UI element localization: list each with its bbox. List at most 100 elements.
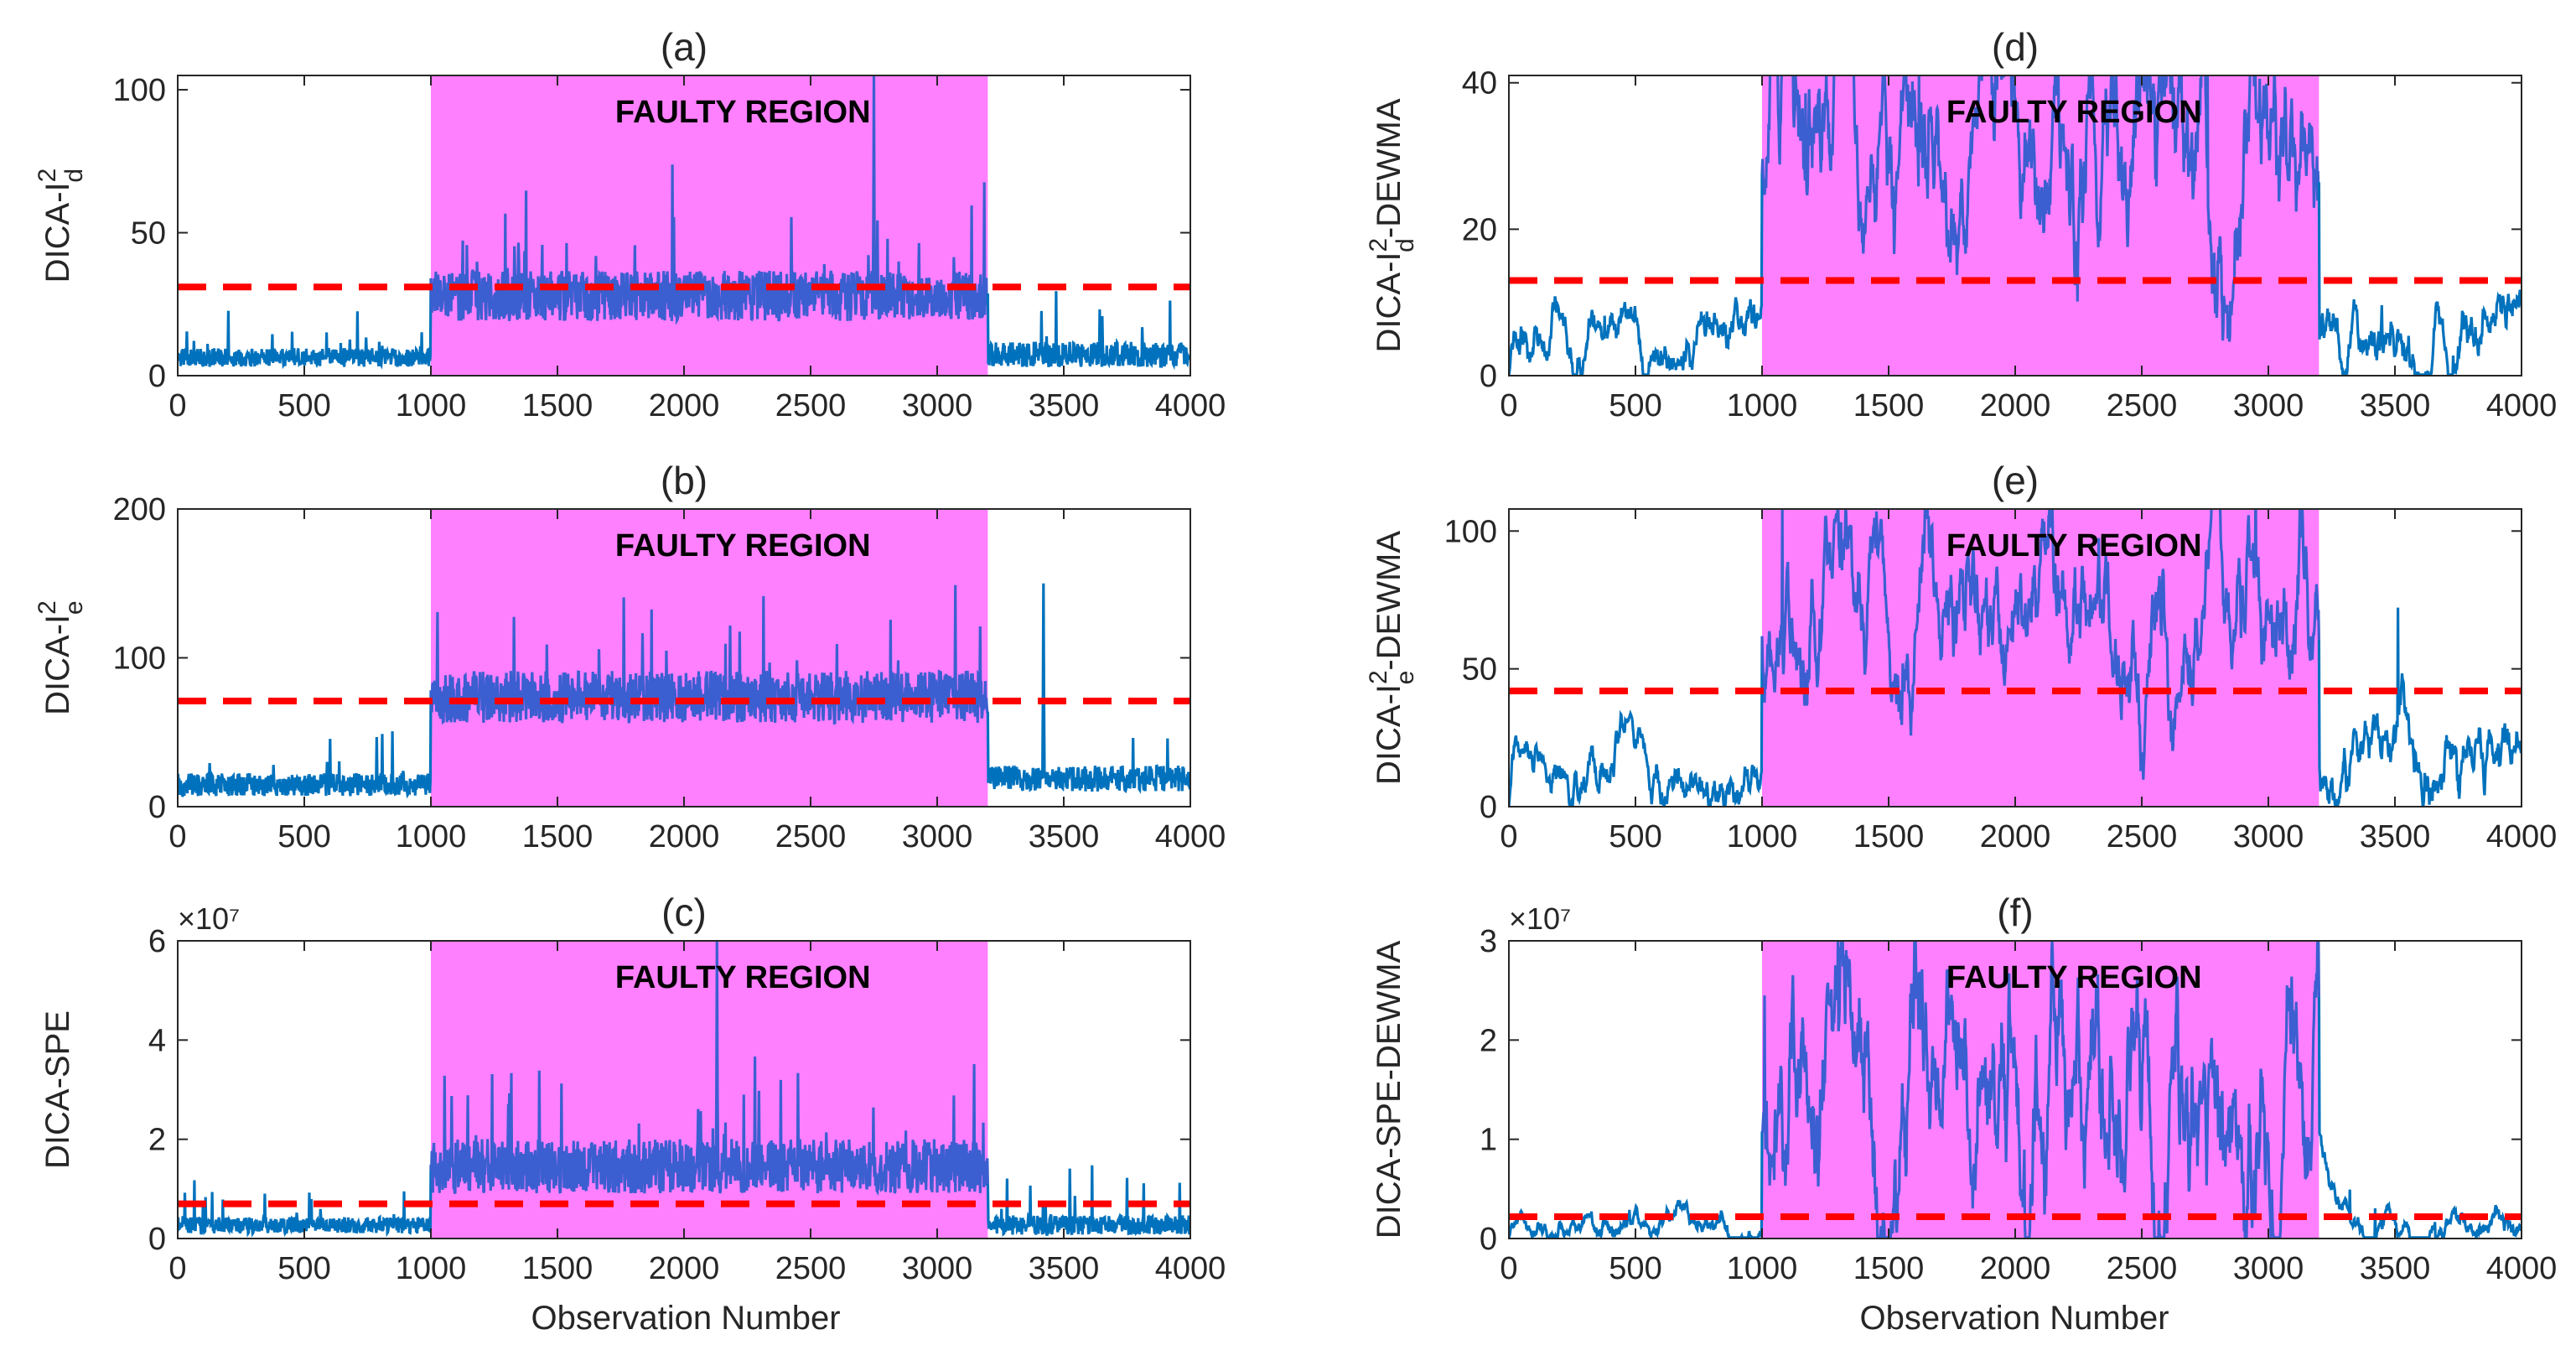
x-tick-label: 4000 [1155, 819, 1226, 854]
x-axis-label-right: Observation Number [1859, 1300, 2169, 1337]
x-tick-label: 1000 [1727, 388, 1798, 423]
y-tick-label: 50 [131, 216, 166, 252]
signal-post-c [986, 1165, 1190, 1237]
x-tick-label: 0 [168, 1251, 186, 1286]
signal-post-a [986, 291, 1190, 371]
y-axis-label-b: DICA-I2e​ [34, 600, 88, 715]
y-tick-label: 6 [148, 924, 166, 959]
signal-fault-f [1760, 941, 2320, 1239]
x-axis-label-left: Observation Number [531, 1300, 840, 1337]
panel-f: 0 500 1000 1500 2000 2500 3000 3500 4000 0 1 2 3 (f) F… [1371, 891, 2557, 1286]
x-tick-label: 1000 [1727, 819, 1798, 854]
x-tick-label: 0 [1500, 1251, 1517, 1286]
y-tick-label: 100 [113, 641, 166, 677]
x-tick-label: 3500 [1029, 819, 1100, 854]
y-axis-label-sup: 2 [1365, 238, 1392, 252]
x-tick-label: 3500 [2360, 1251, 2431, 1286]
x-tick-label: 4000 [2486, 1251, 2558, 1286]
signal-fault-b [429, 584, 989, 725]
signal-post-d [2317, 182, 2522, 376]
signal-normal-e [1509, 636, 1764, 807]
fault-region-b [431, 509, 988, 807]
signal-normal-c [178, 1164, 433, 1238]
x-tick-label: 2500 [2107, 819, 2178, 854]
y-axis-label-sub: d [60, 169, 88, 183]
y-tick-label: 100 [1444, 514, 1497, 549]
x-tick-label: 3500 [1029, 1251, 1100, 1286]
x-tick-label: 4000 [2486, 388, 2558, 423]
fault-region-label-e: FAULTY REGION [1946, 528, 2202, 563]
x-tick-label: 3000 [2233, 819, 2304, 854]
y-axis-label-main: DICA-SPE [39, 1010, 76, 1169]
x-tick-label: 3000 [2233, 388, 2304, 423]
x-tick-label: 1000 [1727, 1251, 1798, 1286]
panel-d: 0 500 1000 1500 2000 2500 3000 3500 4000 0 20 40 (d)… [1365, 25, 2558, 423]
y-axis-label-sub: d [1392, 238, 1419, 252]
x-tick-label: 3000 [902, 1251, 973, 1286]
x-tick-label: 1500 [1853, 388, 1925, 423]
y-axis-label-c: DICA-SPE [39, 1010, 76, 1169]
x-tick-label: 2500 [775, 388, 847, 423]
x-tick-label: 0 [1500, 819, 1517, 854]
x-tick-label: 3500 [1029, 388, 1100, 423]
x-tick-label: 1000 [396, 388, 467, 423]
y-axis-label-d: DICA-I2d-DEWMA [1365, 98, 1419, 352]
x-tick-label: 3000 [2233, 1251, 2304, 1286]
panel-c: 0 500 1000 1500 2000 2500 3000 3500 4000 0 2 4 6 (c) F… [39, 891, 1226, 1286]
signal-post-f [2317, 996, 2522, 1239]
x-tick-label: 2500 [775, 1251, 847, 1286]
x-tick-label: 1500 [522, 1251, 593, 1286]
x-tick-label: 4000 [1155, 1251, 1226, 1286]
signal-fault-d [1760, 75, 2320, 342]
x-tick-label: 0 [168, 388, 186, 423]
panel-title-a: (a) [661, 25, 707, 69]
signal-normal-b [178, 690, 433, 799]
signal-fault-c [429, 941, 989, 1196]
y-axis-label-sub: e [1392, 671, 1419, 685]
fault-region-label-f: FAULTY REGION [1946, 960, 2202, 995]
x-tick-label: 2500 [2107, 1251, 2178, 1286]
x-tick-label: 3000 [902, 819, 973, 854]
signal-normal-a [178, 278, 433, 370]
x-tick-label: 2000 [1980, 1251, 2051, 1286]
x-tick-label: 3500 [2360, 819, 2431, 854]
panel-e: 0 500 1000 1500 2000 2500 3000 3500 4000 0 50 100 (e… [1365, 459, 2558, 854]
signal-normal-f [1509, 1131, 1764, 1239]
y-axis-label-main: DICA-I [1371, 684, 1407, 785]
y-axis-label-e: DICA-I2e-DEWMA [1365, 531, 1419, 785]
y-tick-label: 0 [1480, 790, 1497, 825]
signal-post-e [2317, 607, 2522, 807]
y-axis-label-main: DICA-SPE-DEWMA [1371, 940, 1407, 1239]
x-tick-label: 2000 [1980, 819, 2051, 854]
y-tick-label: 0 [1480, 359, 1497, 394]
x-tick-label: 2500 [775, 819, 847, 854]
y-multiplier-c: ×10⁷ [178, 901, 240, 936]
y-axis-label-f: DICA-SPE-DEWMA [1371, 940, 1407, 1239]
panel-b: 0 500 1000 1500 2000 2500 3000 3500 4000 0 100 200 (… [34, 459, 1226, 854]
fault-region-label-d: FAULTY REGION [1946, 95, 2202, 130]
x-tick-label: 3000 [902, 388, 973, 423]
panel-title-e: (e) [1992, 459, 2039, 502]
x-tick-label: 1500 [1853, 1251, 1925, 1286]
x-tick-label: 2500 [2107, 388, 2178, 423]
y-axis-label-sup: 2 [1365, 670, 1392, 684]
y-tick-label: 0 [148, 359, 166, 394]
signal-normal-d [1509, 173, 1764, 376]
y-axis-label-sub: e [60, 600, 88, 615]
x-tick-label: 0 [1500, 388, 1517, 423]
y-tick-label: 100 [113, 73, 166, 108]
x-tick-label: 0 [168, 819, 186, 854]
y-tick-label: 4 [148, 1023, 166, 1058]
signal-fault-e [1760, 509, 2320, 780]
fault-region-label-a: FAULTY REGION [615, 95, 871, 130]
x-tick-label: 4000 [2486, 819, 2558, 854]
fault-region-label-b: FAULTY REGION [615, 528, 871, 563]
y-axis-label-main: DICA-I [39, 615, 76, 715]
panel-title-b: (b) [661, 459, 707, 502]
signal-fault-a [429, 75, 989, 325]
x-tick-label: 1000 [396, 819, 467, 854]
y-tick-label: 40 [1462, 66, 1497, 101]
x-tick-label: 500 [1609, 388, 1661, 423]
y-axis-label-sup: 2 [34, 169, 61, 183]
panel-title-d: (d) [1992, 25, 2039, 69]
